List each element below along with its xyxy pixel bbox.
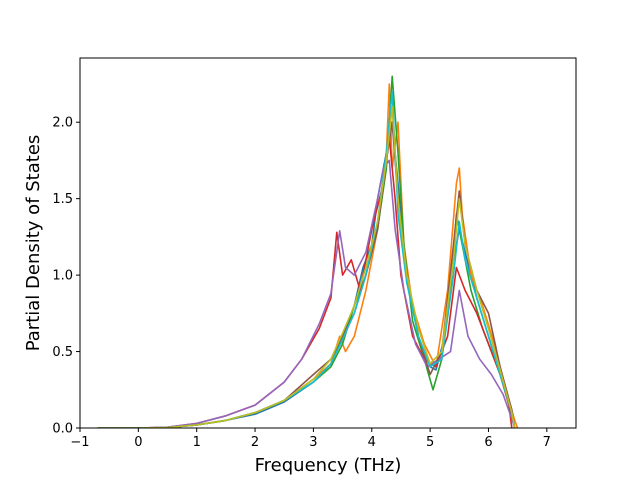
y-tick-label: 1.0 xyxy=(52,269,73,284)
series-layer xyxy=(97,75,519,428)
y-tick-label: 0.0 xyxy=(52,422,73,437)
x-axis-ticks: −1 0 1 2 3 4 5 6 7 xyxy=(70,428,551,450)
x-tick-label: 3 xyxy=(309,435,317,450)
y-axis-label: Partial Density of States xyxy=(23,135,44,352)
y-tick-label: 1.5 xyxy=(52,192,73,207)
x-axis-label: Frequency (THz) xyxy=(255,455,402,476)
y-tick-label: 0.5 xyxy=(52,345,73,360)
x-tick-label: 4 xyxy=(368,435,376,450)
x-tick-label: −1 xyxy=(70,435,89,450)
series-line-8 xyxy=(97,106,516,428)
x-tick-label: 6 xyxy=(484,435,492,450)
x-tick-label: 7 xyxy=(543,435,551,450)
series-line-5 xyxy=(97,159,516,428)
x-tick-label: 2 xyxy=(251,435,259,450)
y-axis-ticks: 0.0 0.5 1.0 1.5 2.0 xyxy=(52,116,80,437)
plot-frame xyxy=(79,57,577,429)
y-tick-label: 2.0 xyxy=(52,116,73,131)
x-tick-label: 1 xyxy=(193,435,201,450)
x-tick-label: 0 xyxy=(134,435,142,450)
x-tick-label: 5 xyxy=(426,435,434,450)
